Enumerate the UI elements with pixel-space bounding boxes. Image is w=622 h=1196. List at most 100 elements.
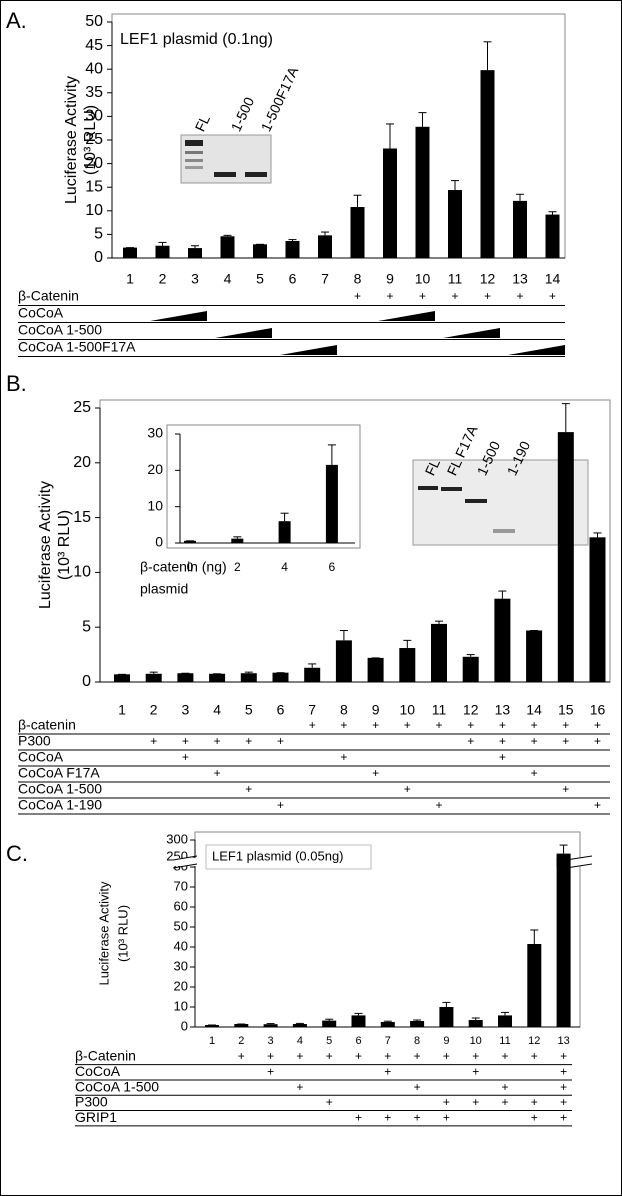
bar bbox=[240, 673, 257, 682]
axis-break-gap bbox=[566, 858, 592, 866]
x-tick-label: 2 bbox=[234, 560, 241, 574]
row-mark: + bbox=[472, 1064, 479, 1078]
x-tick-label: 0 bbox=[187, 560, 194, 574]
row-mark: + bbox=[419, 289, 426, 303]
x-tick-label: 3 bbox=[182, 702, 190, 718]
row-label: CoCoA 1-190 bbox=[18, 797, 102, 813]
row-mark: + bbox=[467, 718, 474, 732]
bar bbox=[468, 1020, 483, 1027]
row-mark: + bbox=[594, 798, 601, 812]
x-tick-label: 7 bbox=[385, 1035, 391, 1047]
y-tick-label: 45 bbox=[85, 37, 103, 54]
axis-break-gap bbox=[173, 858, 197, 866]
row-label: CoCoA 1-500 bbox=[18, 322, 102, 338]
bar bbox=[285, 241, 300, 258]
y-tick-label: 10 bbox=[174, 998, 188, 1013]
row-mark: + bbox=[501, 1095, 508, 1109]
bar bbox=[556, 853, 571, 1027]
row-mark: + bbox=[372, 718, 379, 732]
row-mark: + bbox=[296, 1049, 303, 1063]
y-tick-label: 25 bbox=[73, 399, 91, 416]
row-mark: + bbox=[560, 1110, 567, 1124]
row-label: CoCoA bbox=[18, 749, 64, 765]
row-mark: + bbox=[443, 1049, 450, 1063]
row-mark: + bbox=[499, 750, 506, 764]
y-axis-label: Luciferase Activity bbox=[96, 881, 111, 986]
y-tick-label: 20 bbox=[147, 461, 163, 477]
bar bbox=[399, 648, 416, 682]
row-mark: + bbox=[277, 734, 284, 748]
bar bbox=[292, 1024, 307, 1027]
bar bbox=[145, 673, 162, 682]
x-tick-label: 9 bbox=[386, 271, 394, 287]
row-mark: + bbox=[326, 1095, 333, 1109]
x-tick-label: 4 bbox=[281, 560, 288, 574]
bar bbox=[114, 674, 130, 682]
y-axis-label: (10³ RLU) bbox=[115, 905, 130, 962]
bar bbox=[350, 207, 365, 258]
x-tick-label: 6 bbox=[277, 702, 285, 718]
x-tick-label: 15 bbox=[558, 702, 574, 718]
y-tick-label: 15 bbox=[85, 178, 103, 195]
x-tick-label: 16 bbox=[590, 702, 606, 718]
bar bbox=[177, 673, 194, 682]
x-tick-label: 3 bbox=[268, 1035, 274, 1047]
row-mark: + bbox=[499, 734, 506, 748]
row-mark: + bbox=[267, 1064, 274, 1078]
x-tick-label: 13 bbox=[512, 271, 528, 287]
row-label: CoCoA 1-500F17A bbox=[18, 339, 136, 355]
row-label: β-Catenin bbox=[18, 288, 79, 304]
row-mark: + bbox=[384, 1064, 391, 1078]
row-mark: + bbox=[443, 1095, 450, 1109]
x-tick-label: 12 bbox=[480, 271, 496, 287]
row-mark: + bbox=[501, 1080, 508, 1094]
bar bbox=[589, 537, 606, 682]
row-mark: + bbox=[386, 289, 393, 303]
bar bbox=[220, 236, 235, 258]
bar bbox=[367, 657, 384, 682]
y-tick-label: 35 bbox=[85, 84, 103, 101]
row-mark: + bbox=[443, 1110, 450, 1124]
row-mark: + bbox=[562, 718, 569, 732]
bar bbox=[462, 656, 479, 682]
title-bg bbox=[205, 844, 372, 870]
bar bbox=[231, 538, 244, 543]
row-mark: + bbox=[245, 734, 252, 748]
y-tick-label: 50 bbox=[174, 918, 188, 933]
chart-title: LEF1 plasmid (0.05ng) bbox=[212, 848, 344, 863]
x-tick-label: 11 bbox=[432, 702, 447, 718]
y-axis-label: (10³ RLU) bbox=[56, 510, 73, 580]
x-tick-label: 6 bbox=[329, 560, 336, 574]
row-label: β-catenin bbox=[18, 717, 76, 733]
x-tick-label: 4 bbox=[297, 1035, 303, 1047]
row-mark: + bbox=[372, 766, 379, 780]
bar bbox=[415, 126, 430, 258]
row-label: GRIP1 bbox=[75, 1109, 117, 1125]
row-mark: + bbox=[414, 1080, 421, 1094]
bar bbox=[155, 245, 170, 258]
bar bbox=[209, 673, 226, 682]
y-tick-label: 5 bbox=[82, 618, 91, 635]
x-tick-label: 10 bbox=[470, 1035, 482, 1047]
y-tick-label: 300 bbox=[166, 831, 188, 846]
row-mark: + bbox=[404, 718, 411, 732]
gel-lane-label: FL bbox=[192, 112, 213, 134]
y-tick-label: 40 bbox=[85, 60, 103, 77]
y-axis-label: (10³ RLU) bbox=[82, 105, 99, 175]
x-tick-label: 6 bbox=[289, 271, 297, 287]
row-mark: + bbox=[531, 1110, 538, 1124]
row-mark: + bbox=[245, 782, 252, 796]
row-mark: + bbox=[214, 766, 221, 780]
y-tick-label: 0 bbox=[94, 249, 103, 266]
bar bbox=[527, 944, 542, 1027]
bar bbox=[351, 1015, 366, 1027]
row-mark: + bbox=[309, 718, 316, 732]
x-tick-label: 2 bbox=[159, 271, 167, 287]
row-mark: + bbox=[531, 1095, 538, 1109]
x-tick-label: 5 bbox=[256, 271, 264, 287]
x-tick-label: 2 bbox=[238, 1035, 244, 1047]
bar bbox=[272, 672, 289, 682]
row-mark: + bbox=[182, 750, 189, 764]
row-label: CoCoA 1-500 bbox=[18, 781, 102, 797]
